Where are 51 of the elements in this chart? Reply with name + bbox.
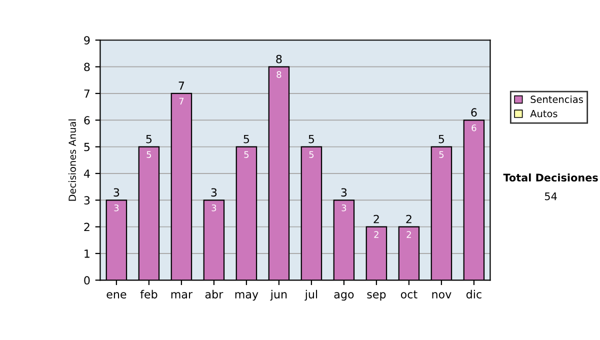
data-label: 5 [244, 151, 249, 158]
data-label: 8 [276, 71, 282, 78]
text: 54 [544, 192, 557, 200]
x-tick-label: jul [304, 290, 318, 301]
x-tick-label: nov [432, 292, 452, 298]
x-tick-label: abr [205, 290, 224, 298]
annotation: 3 [211, 188, 217, 197]
x-tick-label: may [235, 292, 258, 301]
data-label: 5 [146, 151, 152, 158]
data-label: 7 [179, 98, 184, 104]
y-tick-label: 4 [84, 170, 90, 178]
y-tick-label: 0 [84, 276, 90, 285]
data-label: 2 [374, 231, 378, 238]
annotation: 5 [438, 135, 444, 144]
y-tick-label: 8 [84, 62, 90, 72]
annotation: 5 [308, 135, 314, 144]
y-tick-label: 3 [84, 196, 90, 205]
annotation: 5 [146, 135, 152, 144]
data-label: 5 [439, 151, 444, 158]
x-tick-label: sep [367, 292, 386, 301]
text: Total Decisiones [503, 173, 598, 182]
legend-label: Sentencias [530, 95, 583, 104]
annotation: 2 [406, 214, 412, 224]
y-tick-label: 1 [84, 250, 90, 258]
x-tick-label: dic [466, 290, 482, 298]
x-tick-label: mar [171, 292, 193, 298]
legend-label: Autos [530, 110, 558, 118]
y-tick-label: 7 [84, 90, 90, 98]
data-label: 3 [114, 204, 119, 212]
data-label: 6 [472, 124, 476, 132]
annotation: 5 [244, 135, 250, 144]
x-tick-label: jun [270, 290, 287, 301]
annotation: 8 [276, 54, 282, 64]
data-label: 5 [309, 151, 314, 158]
annotation: 3 [114, 188, 120, 197]
data-label: 2 [406, 231, 411, 238]
annotation: 6 [471, 108, 477, 117]
data-label: 3 [342, 204, 346, 212]
annotation: 2 [374, 214, 379, 224]
annotation: 3 [341, 188, 347, 197]
y-axis-title: Decisiones Anual [68, 119, 76, 201]
y-tick-label: 9 [84, 36, 90, 44]
x-tick-label: feb [140, 290, 158, 298]
annotation: 7 [178, 82, 184, 90]
y-tick-label: 2 [84, 222, 90, 232]
y-tick-label: 6 [84, 116, 90, 125]
data-label: 3 [212, 204, 216, 212]
y-tick-label: 5 [84, 142, 90, 152]
x-tick-label: ago [334, 292, 354, 301]
x-tick-label: ene [106, 292, 126, 298]
x-tick-label: oct [400, 290, 418, 298]
